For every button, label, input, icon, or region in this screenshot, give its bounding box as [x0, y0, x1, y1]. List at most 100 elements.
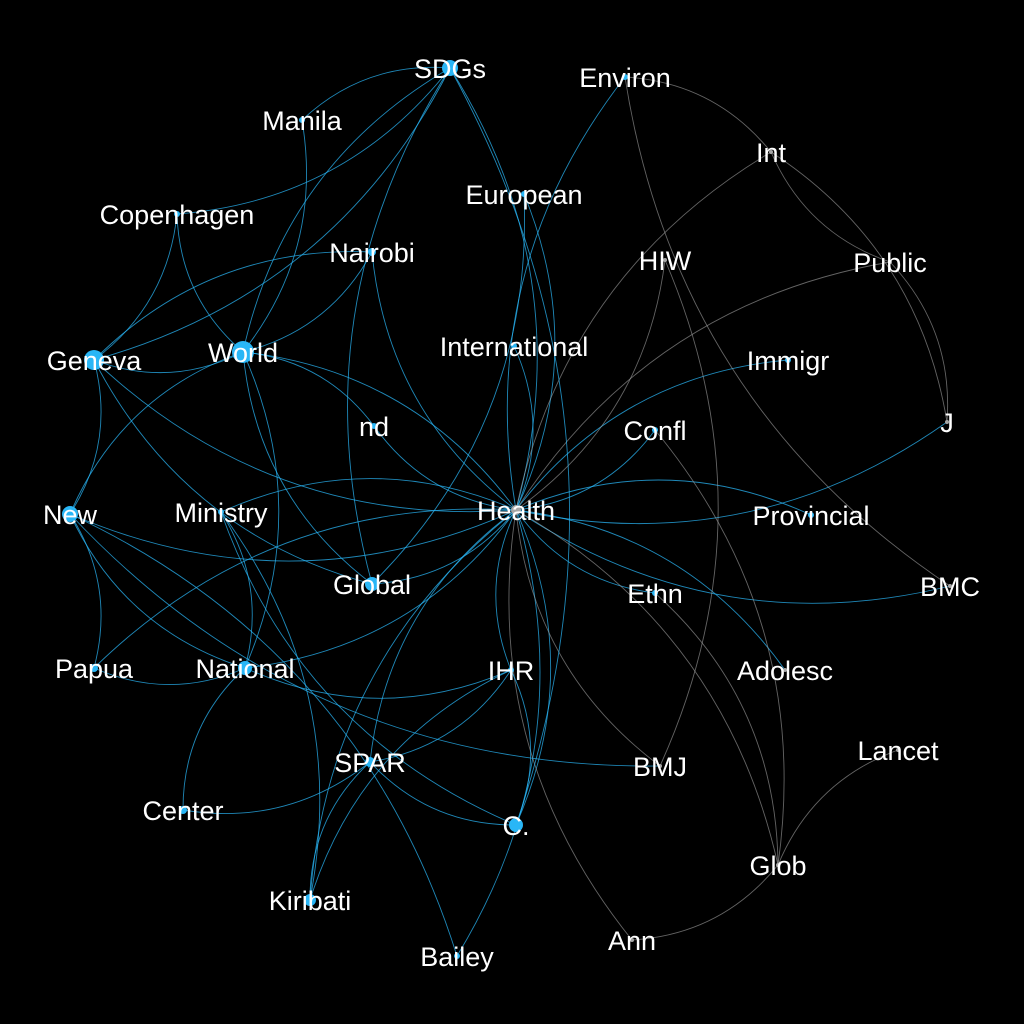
edge-health-hiw: [515, 259, 666, 511]
node-immigr[interactable]: [785, 357, 791, 363]
node-int[interactable]: [769, 150, 773, 154]
node-ministry[interactable]: [218, 509, 224, 515]
edge-health-environ: [506, 76, 626, 511]
edge-layer: [69, 66, 951, 957]
node-label-bmj: BMJ: [633, 752, 687, 782]
edge-geneva-copenhagen: [93, 213, 178, 361]
node-world[interactable]: [232, 341, 254, 363]
node-public[interactable]: [888, 260, 892, 264]
edge-health-c: [515, 509, 552, 826]
node-copenhagen[interactable]: [174, 211, 180, 217]
edge-health-bmj: [515, 509, 661, 767]
edge-health-papua: [93, 508, 517, 669]
node-confl[interactable]: [652, 427, 658, 433]
edge-health-nd: [373, 425, 517, 511]
node-label-ethn: Ethn: [627, 579, 683, 609]
node-label-global: Global: [333, 570, 411, 600]
edge-national-papua: [93, 667, 246, 685]
node-glob[interactable]: [776, 863, 780, 867]
edge-health-j: [515, 421, 948, 525]
node-j[interactable]: [945, 420, 949, 424]
node-c[interactable]: [509, 818, 523, 832]
node-environ[interactable]: [622, 74, 628, 80]
node-provincial[interactable]: [808, 512, 814, 518]
edge-health-global: [371, 509, 517, 585]
node-nd[interactable]: [371, 423, 377, 429]
edge-european-global: [371, 193, 525, 585]
edge-spar-kiribati: [309, 761, 371, 901]
node-label-world: World: [208, 338, 278, 368]
node-manila[interactable]: [299, 117, 305, 123]
node-label-geneva: Geneva: [47, 346, 143, 376]
node-sdgs[interactable]: [442, 60, 458, 76]
node-european[interactable]: [521, 191, 527, 197]
edge-world-manila: [242, 119, 307, 353]
node-label-c: C.: [503, 811, 530, 841]
node-label-spar: SPAR: [334, 748, 406, 778]
node-geneva[interactable]: [84, 350, 104, 370]
node-international[interactable]: [511, 343, 517, 349]
node-global[interactable]: [365, 577, 379, 591]
label-layer: SDGs Environ Manila Int European Copenhagen Na…: [43, 54, 980, 972]
node-bmc[interactable]: [948, 584, 952, 588]
edge-ministry-c: [220, 511, 517, 826]
node-health[interactable]: [511, 505, 521, 515]
edge-health-public: [515, 261, 891, 511]
edge-health-national: [244, 509, 517, 669]
edge-glob-confl: [654, 429, 785, 866]
node-ihr[interactable]: [508, 667, 514, 673]
edge-world-global: [242, 351, 373, 585]
edge-health-confl: [515, 429, 656, 511]
edge-new-papua: [69, 513, 102, 669]
node-label-provincial: Provincial: [752, 501, 869, 531]
node-bmj[interactable]: [658, 764, 662, 768]
edge-health-sdgs: [449, 67, 538, 511]
node-kiribati[interactable]: [304, 894, 316, 906]
edge-new-bailey: [69, 513, 458, 957]
edge-new-national: [69, 513, 246, 669]
node-label-confl: Confl: [623, 416, 686, 446]
node-ann[interactable]: [630, 938, 634, 942]
node-label-center: Center: [142, 796, 223, 826]
node-national[interactable]: [238, 661, 252, 675]
node-new[interactable]: [62, 506, 78, 522]
node-hiw[interactable]: [663, 258, 667, 262]
node-label-ann: Ann: [608, 926, 656, 956]
edge-glob-ann: [631, 864, 779, 941]
edge-health-int: [515, 151, 772, 511]
node-nairobi[interactable]: [368, 248, 376, 256]
node-bailey[interactable]: [454, 953, 460, 959]
node-label-glob: Glob: [749, 851, 806, 881]
node-label-hiw: HIW: [639, 246, 692, 276]
edge-health-international: [513, 345, 534, 511]
node-label-lancet: Lancet: [857, 736, 939, 766]
node-label-bmc: BMC: [920, 572, 980, 602]
node-label-european: European: [465, 180, 582, 210]
edge-spar-c: [369, 761, 517, 826]
node-papua[interactable]: [90, 664, 98, 672]
edge-sdgs-manila: [301, 66, 451, 121]
edge-national-center: [182, 667, 246, 811]
edge-spar-center: [182, 761, 371, 815]
node-label-kiribati: Kiribati: [269, 886, 352, 916]
edge-ihr-kiribati: [309, 669, 512, 901]
edge-health-ann: [508, 509, 633, 941]
node-label-environ: Environ: [579, 63, 671, 93]
node-label-copenhagen: Copenhagen: [100, 200, 255, 230]
node-label-manila: Manila: [262, 106, 343, 136]
edge-health-provincial: [515, 479, 812, 516]
edge-environ-bmc: [624, 76, 951, 587]
node-label-adolesc: Adolesc: [737, 656, 833, 686]
node-label-ihr: IHR: [488, 656, 535, 686]
edge-health-ministry: [220, 478, 517, 513]
node-adolesc[interactable]: [783, 668, 787, 672]
edge-health-world: [242, 351, 517, 511]
node-label-national: National: [195, 654, 294, 684]
edge-new-bmj: [69, 513, 661, 767]
node-ethn[interactable]: [652, 590, 658, 596]
edge-health-ihr: [495, 509, 517, 671]
node-center[interactable]: [179, 806, 187, 814]
node-lancet[interactable]: [896, 748, 900, 752]
edge-health-bmc: [515, 509, 951, 604]
node-spar[interactable]: [365, 757, 375, 767]
